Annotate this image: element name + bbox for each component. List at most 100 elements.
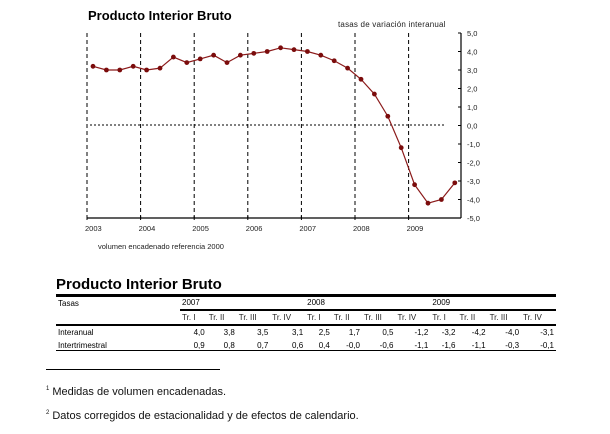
- cell: 3,1: [292, 328, 304, 337]
- data-point: [211, 52, 217, 58]
- data-point: [372, 91, 377, 97]
- y-tick-label: 2,0: [467, 85, 477, 94]
- cell: 3,8: [223, 328, 235, 337]
- cell: -0,3: [505, 341, 520, 350]
- data-point: [385, 113, 391, 119]
- x-tick-label: 2005: [192, 224, 209, 233]
- data-point: [452, 180, 458, 186]
- series-markers: [90, 45, 458, 206]
- footnote-text: Medidas de volumen encadenadas.: [52, 386, 227, 398]
- x-tick-label: 2008: [353, 224, 370, 233]
- quarter-header: Tr. II: [206, 310, 237, 326]
- cell: -1,1: [471, 341, 486, 350]
- cell: 4,0: [193, 328, 205, 337]
- line-chart: 5,0 4,0 3,0 2,0 1,0 0,0 -1,0 -2,0 -3,0 -4,0 -5,0 2…: [85, 29, 480, 233]
- data-point: [144, 67, 150, 73]
- data-point: [238, 52, 243, 58]
- year-header: 2009: [430, 296, 556, 311]
- data-point: [157, 65, 163, 71]
- data-point: [184, 60, 190, 65]
- year-header: 2008: [305, 296, 431, 311]
- y-tick-label: 4,0: [467, 48, 477, 57]
- cell: -1,1: [414, 341, 429, 350]
- cell: -1,6: [441, 341, 456, 350]
- footnote-separator: [46, 369, 220, 370]
- x-tick-label: 2006: [246, 224, 263, 233]
- data-point: [318, 52, 324, 58]
- quarter-header: Tr. I: [180, 310, 207, 326]
- y-tick-label: -4,0: [467, 196, 480, 205]
- x-tick-label: 2007: [299, 224, 316, 233]
- y-tick-label: -5,0: [467, 214, 480, 223]
- y-tick-label: -1,0: [467, 140, 480, 149]
- row-label: Interanual: [58, 328, 94, 337]
- quarter-header: Tr. IV: [270, 310, 306, 326]
- data-point: [305, 49, 310, 54]
- footnote-1: 1 Medidas de volumen encadenadas.: [46, 386, 226, 398]
- data-point: [130, 63, 136, 69]
- data-point: [278, 45, 283, 51]
- y-tick-label: 1,0: [467, 103, 477, 112]
- data-point: [425, 200, 431, 206]
- data-point: [412, 182, 417, 188]
- cell: -0,6: [379, 341, 394, 350]
- cell: -4,0: [505, 328, 520, 337]
- data-point: [264, 49, 270, 54]
- data-point: [117, 67, 123, 73]
- row-header-label: Tasas: [58, 298, 79, 308]
- cell: -4,2: [471, 328, 486, 337]
- year-header: 2007: [180, 296, 306, 311]
- quarter-header: Tr. IV: [521, 310, 556, 326]
- blank-header: [56, 310, 180, 326]
- x-tick-label: 2003: [85, 224, 102, 233]
- data-point: [251, 50, 257, 56]
- x-tick-label: 2004: [139, 224, 156, 233]
- quarter-header: Tr. I: [430, 310, 458, 326]
- quarter-header-row: Tr. I Tr. II Tr. III Tr. IV Tr. I Tr. II…: [56, 310, 556, 326]
- data-point: [291, 47, 297, 53]
- cell: -0,1: [540, 341, 554, 350]
- quarter-header: Tr. I: [305, 310, 332, 326]
- chart-title: Producto Interior Bruto: [88, 8, 232, 23]
- cell: -3,1: [540, 328, 554, 337]
- data-table: Tasas 2007 2008 2009 Tr. I Tr. II Tr. II…: [56, 296, 556, 352]
- cell: 3,5: [257, 328, 269, 337]
- quarter-header: Tr. II: [331, 310, 362, 326]
- data-point: [398, 145, 404, 151]
- cell: -0,0: [346, 341, 360, 350]
- cell: 0,4: [318, 341, 330, 350]
- series-line: [92, 47, 456, 204]
- footnote-2: 2 Datos corregidos de estacionalidad y de…: [46, 410, 359, 422]
- cell: -1,2: [414, 328, 429, 337]
- y-tick-label: 0,0: [467, 122, 477, 131]
- y-tick-label: -2,0: [467, 159, 480, 168]
- cell: 2,5: [318, 328, 330, 337]
- cell: 0,7: [257, 341, 269, 350]
- chart-subtitle: tasas de variación interanual: [338, 20, 446, 29]
- table-row: Interanual 4,0 3,8 3,5 3,1 2,5 1,7 0,5 -…: [56, 325, 556, 339]
- x-axis-ticks: 2003 2004 2005 2006 2007 2008 2009: [85, 216, 423, 233]
- y-tick-label: -3,0: [467, 177, 480, 186]
- footnote-mark: 2: [46, 410, 50, 416]
- data-point: [224, 60, 230, 65]
- y-axis-ticks: 5,0 4,0 3,0 2,0 1,0 0,0 -1,0 -2,0 -3,0 -4,0 -5,0: [458, 29, 480, 223]
- quarter-header: Tr. III: [236, 310, 271, 326]
- data-point: [104, 67, 109, 73]
- table-top-rule: [56, 294, 556, 297]
- quarter-header: Tr. II: [457, 310, 488, 326]
- row-label: Intertrimestral: [58, 341, 107, 350]
- data-point: [331, 58, 337, 64]
- data-point: [90, 63, 96, 69]
- data-point: [171, 54, 176, 60]
- data-point: [345, 65, 350, 71]
- cell: 0,9: [193, 341, 205, 350]
- footnote-text: Datos corregidos de estacionalidad y de …: [52, 410, 359, 422]
- x-tick-label: 2009: [407, 224, 424, 233]
- quarter-header: Tr. III: [487, 310, 522, 326]
- cell: 0,8: [223, 341, 235, 350]
- cell: 0,6: [292, 341, 304, 350]
- quarter-header: Tr. IV: [395, 310, 431, 326]
- year-header-row: Tasas 2007 2008 2009: [56, 296, 556, 311]
- quarter-header: Tr. III: [361, 310, 396, 326]
- cell: -3,2: [441, 328, 456, 337]
